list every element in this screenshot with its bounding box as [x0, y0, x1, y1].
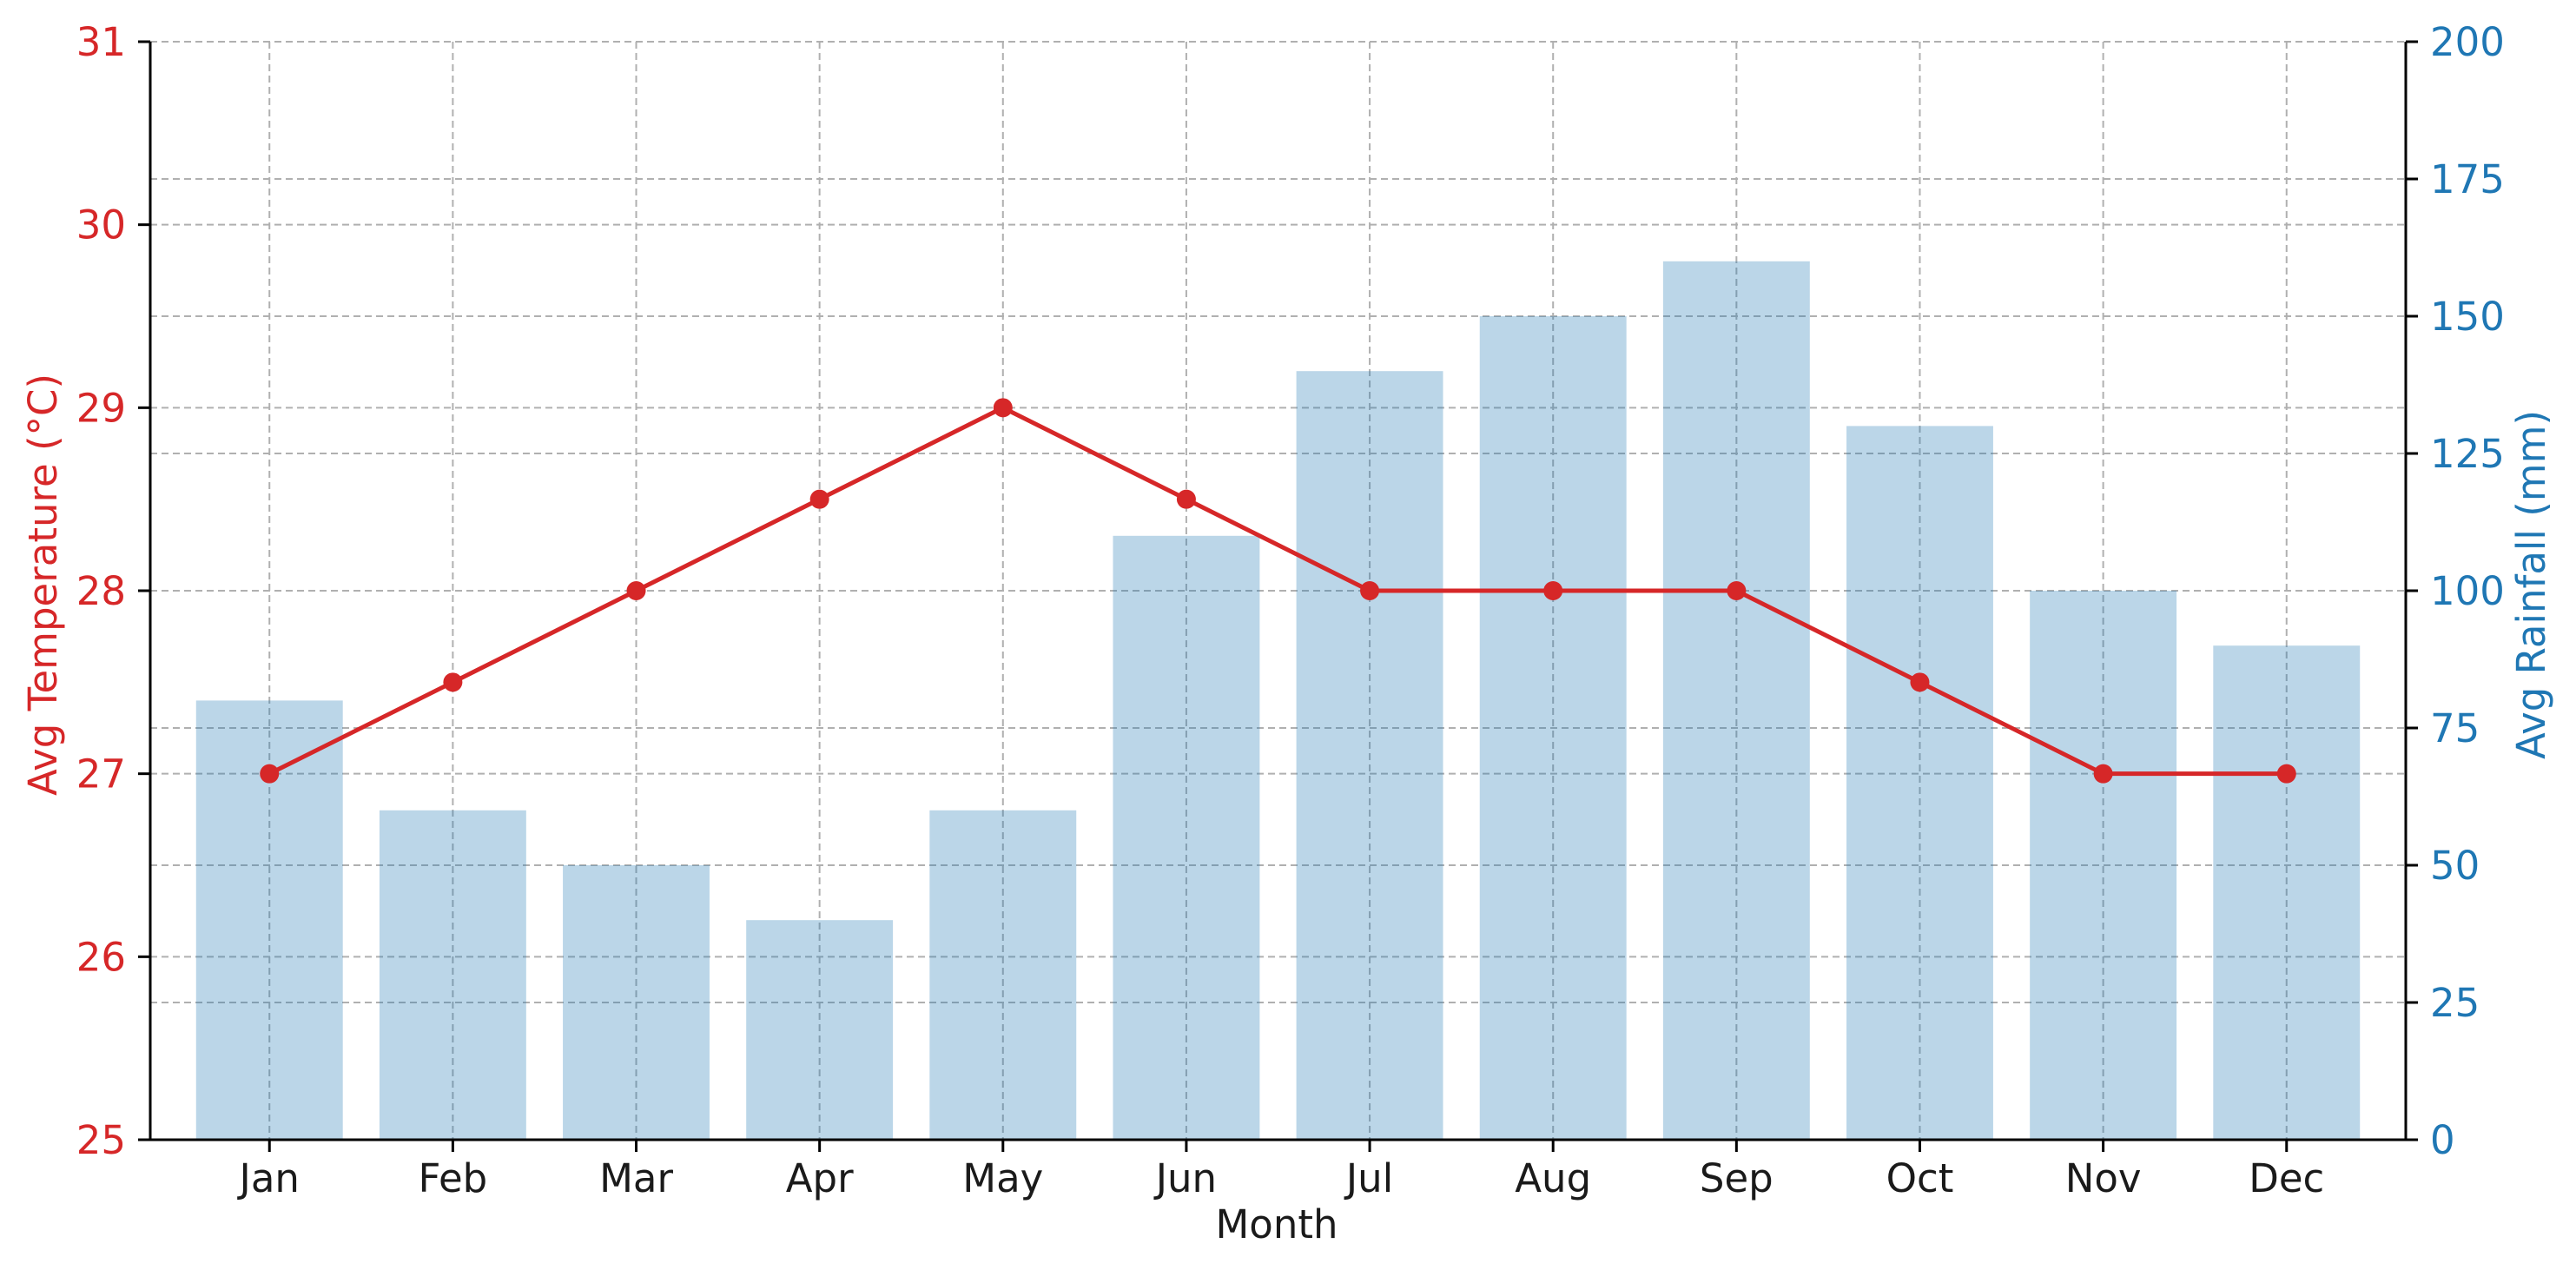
x-tick-label: Aug: [1515, 1155, 1591, 1201]
rainfall-bar: [1479, 316, 1627, 1140]
right-tick-label: 100: [2430, 568, 2505, 614]
temperature-point: [443, 672, 463, 692]
right-tick-label: 75: [2430, 705, 2480, 751]
rainfall-bar: [1113, 535, 1260, 1140]
x-tick-label: Oct: [1886, 1155, 1954, 1201]
right-tick-label: 200: [2430, 19, 2505, 65]
rainfall-bar: [1296, 371, 1443, 1140]
rainfall-bar: [379, 810, 526, 1140]
temperature-point: [993, 398, 1013, 418]
right-tick-label: 150: [2430, 294, 2505, 340]
left-tick-label: 31: [76, 19, 126, 65]
x-axis-title: Month: [1215, 1201, 1338, 1247]
temperature-point: [2276, 764, 2296, 784]
right-tick-label: 25: [2430, 980, 2480, 1026]
left-tick-label: 25: [76, 1117, 126, 1163]
right-tick-label: 125: [2430, 431, 2505, 477]
left-tick-label: 30: [76, 202, 126, 248]
x-tick-label: Dec: [2249, 1155, 2324, 1201]
x-tick-label: Mar: [599, 1155, 673, 1201]
temperature-point: [260, 764, 280, 784]
rainfall-bar: [929, 810, 1077, 1140]
x-tick-label: Jul: [1344, 1155, 1393, 1201]
temperature-point: [1910, 672, 1930, 692]
x-tick-label: Jan: [237, 1155, 300, 1201]
temperature-point: [1543, 581, 1563, 600]
temperature-point: [1176, 489, 1196, 509]
left-tick-label: 29: [76, 385, 126, 431]
y-left-axis-title: Avg Temperature (°C): [20, 374, 66, 796]
rainfall-bar: [2030, 591, 2177, 1140]
rainfall-bar: [1662, 261, 1810, 1140]
temperature-point: [1727, 581, 1747, 600]
right-tick-label: 175: [2430, 156, 2505, 202]
x-tick-label: Sep: [1700, 1155, 1773, 1201]
ticks-layer: 25 26 27 28 29 30 31 0 25 50 75 100 125 150 175 200 Jan F…: [76, 19, 2505, 1201]
x-tick-label: Jun: [1153, 1155, 1217, 1201]
left-tick-label: 27: [76, 751, 126, 797]
temperature-point: [1360, 581, 1380, 600]
right-tick-label: 50: [2430, 843, 2480, 889]
temperature-line-layer: [260, 398, 2296, 784]
rainfall-bar: [2213, 645, 2361, 1140]
rainfall-bar: [563, 865, 710, 1140]
x-tick-label: Feb: [419, 1155, 488, 1201]
temperature-point: [2093, 764, 2113, 784]
right-tick-label: 0: [2430, 1117, 2455, 1163]
temperature-line: [268, 405, 2287, 777]
x-tick-label: Apr: [786, 1155, 854, 1201]
rainfall-bar: [1846, 426, 1993, 1140]
temperature-point: [626, 581, 646, 600]
left-tick-label: 26: [76, 934, 126, 980]
left-tick-label: 28: [76, 568, 126, 614]
x-tick-label: Nov: [2065, 1155, 2142, 1201]
y-right-axis-title: Avg Rainfall (mm): [2508, 410, 2554, 759]
rainfall-bar: [746, 920, 894, 1140]
temperature-point: [809, 489, 829, 509]
x-tick-label: May: [962, 1155, 1043, 1201]
bars-layer: [195, 261, 2361, 1140]
